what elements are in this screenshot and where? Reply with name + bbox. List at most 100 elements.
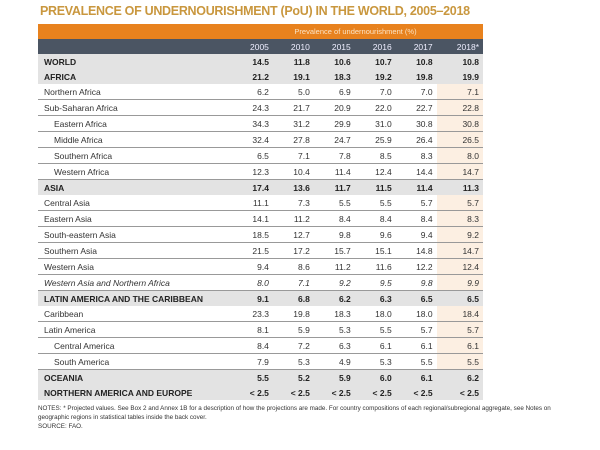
table-row: NORTHERN AMERICA AND EUROPE < 2.5 < 2.5 < 2… — [38, 385, 483, 400]
cell-value: 7.3 — [272, 195, 314, 211]
cell-value: 6.1 — [436, 337, 483, 354]
cell-value: 14.8 — [395, 242, 437, 259]
cell-value: 9.8 — [395, 274, 437, 291]
cell-value: 6.2 — [436, 369, 483, 385]
cell-value: 5.3 — [313, 321, 355, 338]
cell-value: 11.3 — [436, 179, 483, 195]
row-label: Eastern Asia — [38, 210, 232, 227]
table-row: Western Asia 9.4 8.6 11.2 11.6 12.2 12.4 — [38, 258, 483, 275]
cell-value: 9.5 — [354, 274, 396, 291]
table-row: Caribbean 23.3 19.8 18.3 18.0 18.0 18.4 — [38, 306, 483, 322]
cell-value: 17.4 — [232, 179, 273, 195]
cell-value: 13.6 — [272, 179, 314, 195]
table-row: Southern Africa 6.5 7.1 7.8 8.5 8.3 8.0 — [38, 147, 483, 164]
row-label: NORTHERN AMERICA AND EUROPE — [38, 385, 232, 400]
cell-value: 11.1 — [232, 195, 273, 211]
table-row: OCEANIA 5.5 5.2 5.9 6.0 6.1 6.2 — [38, 369, 483, 385]
cell-value: 11.4 — [313, 163, 355, 180]
table-row: Central Asia 11.1 7.3 5.5 5.5 5.7 5.7 — [38, 195, 483, 211]
cell-value: 5.5 — [354, 195, 396, 211]
year-header: 2015 — [313, 39, 355, 54]
cell-value: 14.1 — [232, 210, 273, 227]
cell-value: 5.5 — [232, 369, 273, 385]
cell-value: 6.5 — [436, 290, 483, 306]
cell-value: 9.2 — [313, 274, 355, 291]
row-label: LATIN AMERICA AND THE CARIBBEAN — [38, 290, 232, 306]
year-header: 2018* — [436, 39, 483, 54]
cell-value: 18.5 — [232, 226, 273, 243]
cell-value: 6.1 — [354, 337, 396, 354]
cell-value: 12.7 — [272, 226, 314, 243]
row-label: Southern Asia — [38, 242, 232, 259]
cell-value: 10.4 — [272, 163, 314, 180]
table-row: LATIN AMERICA AND THE CARIBBEAN 9.1 6.8 6.2… — [38, 290, 483, 306]
cell-value: 6.2 — [232, 84, 273, 100]
cell-value: 5.7 — [436, 321, 483, 338]
cell-value: 8.3 — [436, 210, 483, 227]
cell-value: 5.9 — [272, 321, 314, 338]
cell-value: 10.8 — [395, 54, 437, 69]
cell-value: 20.9 — [313, 99, 355, 116]
row-label: Caribbean — [38, 306, 232, 322]
table-row: Eastern Asia 14.1 11.2 8.4 8.4 8.4 8.3 — [38, 210, 483, 227]
cell-value: 6.2 — [313, 290, 355, 306]
table-container: Prevalence of undernourishment (%) 2005 2… — [38, 24, 551, 431]
cell-value: 18.0 — [395, 306, 437, 322]
cell-value: 6.5 — [232, 147, 273, 164]
cell-value: 12.4 — [354, 163, 396, 180]
cell-value: 7.8 — [313, 147, 355, 164]
cell-value: 11.6 — [354, 258, 396, 275]
cell-value: < 2.5 — [232, 385, 273, 400]
cell-value: 12.4 — [436, 258, 483, 275]
cell-value: 8.4 — [313, 210, 355, 227]
cell-value: 18.3 — [313, 69, 355, 84]
cell-value: 5.7 — [395, 321, 437, 338]
cell-value: 11.2 — [313, 258, 355, 275]
cell-value: 6.1 — [395, 369, 437, 385]
cell-value: 12.3 — [232, 163, 273, 180]
cell-value: 6.3 — [313, 337, 355, 354]
table-row: Sub-Saharan Africa 24.3 21.7 20.9 22.0 22.7 22… — [38, 99, 483, 116]
year-header: 2016 — [354, 39, 396, 54]
cell-value: 26.4 — [395, 131, 437, 148]
cell-value: 27.8 — [272, 131, 314, 148]
row-label: Eastern Africa — [38, 115, 232, 132]
row-label: ASIA — [38, 179, 232, 195]
source-text: SOURCE: FAO. — [38, 423, 83, 430]
notes: NOTES: * Projected values. See Box 2 and… — [38, 404, 558, 431]
cell-value: 9.4 — [395, 226, 437, 243]
cell-value: 18.3 — [313, 306, 355, 322]
table-row: AFRICA 21.2 19.1 18.3 19.2 19.8 19.9 — [38, 69, 483, 84]
cell-value: 19.8 — [395, 69, 437, 84]
year-header: 2010 — [272, 39, 314, 54]
cell-value: 11.4 — [395, 179, 437, 195]
cell-value: 34.3 — [232, 115, 273, 132]
cell-value: 9.4 — [232, 258, 273, 275]
table-row: Southern Asia 21.5 17.2 15.7 15.1 14.8 14.7 — [38, 242, 483, 259]
cell-value: 9.9 — [436, 274, 483, 291]
table-row: Western Africa 12.3 10.4 11.4 12.4 14.4 14.7 — [38, 163, 483, 180]
cell-value: 8.4 — [354, 210, 396, 227]
table-row: South America 7.9 5.3 4.9 5.3 5.5 5.5 — [38, 353, 483, 370]
cell-value: 14.5 — [232, 54, 273, 69]
cell-value: 8.6 — [272, 258, 314, 275]
row-label: Western Africa — [38, 163, 232, 180]
row-label: OCEANIA — [38, 369, 232, 385]
cell-value: 5.7 — [395, 195, 437, 211]
cell-value: 6.8 — [272, 290, 314, 306]
cell-value: 4.9 — [313, 353, 355, 370]
table-row: Central America 8.4 7.2 6.3 6.1 6.1 6.1 — [38, 337, 483, 354]
row-label: WORLD — [38, 54, 232, 69]
row-label: Middle Africa — [38, 131, 232, 148]
cell-value: < 2.5 — [272, 385, 314, 400]
cell-value: 9.8 — [313, 226, 355, 243]
row-label: Central Asia — [38, 195, 232, 211]
row-label: Central America — [38, 337, 232, 354]
year-header: 2005 — [232, 39, 273, 54]
cell-value: 19.1 — [272, 69, 314, 84]
year-header: 2017 — [395, 39, 437, 54]
cell-value: 5.5 — [395, 353, 437, 370]
cell-value: 8.0 — [232, 274, 273, 291]
cell-value: 5.5 — [436, 353, 483, 370]
cell-value: 21.5 — [232, 242, 273, 259]
